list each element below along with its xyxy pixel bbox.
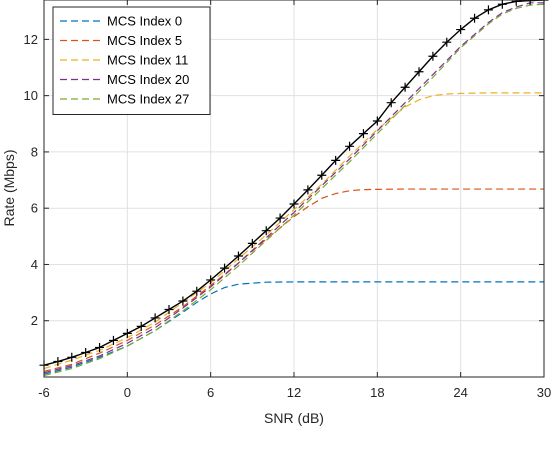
plus-marker [442, 37, 452, 47]
plus-marker [470, 13, 480, 23]
y-tick-label: 6 [31, 201, 38, 216]
plus-marker [67, 352, 77, 362]
legend-label: MCS Index 20 [107, 72, 189, 87]
legend-label: MCS Index 11 [107, 53, 188, 68]
plus-marker [525, 0, 535, 6]
y-tick-label: 10 [24, 88, 38, 103]
x-tick-label: 30 [537, 385, 551, 400]
y-tick-label: 4 [31, 257, 38, 272]
plus-marker [428, 51, 438, 61]
plus-marker [456, 25, 466, 35]
plus-marker [358, 129, 368, 139]
y-axis-label: Rate (Mbps) [1, 149, 17, 226]
plus-marker [108, 335, 118, 345]
axis-ticks [43, 0, 545, 377]
x-tick-label: 24 [453, 385, 467, 400]
plus-marker [206, 275, 216, 285]
legend-box [52, 6, 211, 115]
y-tick-label: 12 [24, 32, 38, 47]
plus-marker [289, 199, 299, 209]
plus-marker [150, 313, 160, 323]
x-tick-label: 18 [370, 385, 384, 400]
plus-marker [192, 286, 202, 296]
x-tick-label: 12 [287, 385, 301, 400]
plus-marker [483, 5, 493, 15]
plus-marker [345, 141, 355, 151]
x-tick-label: 0 [124, 385, 131, 400]
series-line-4 [43, 3, 545, 377]
plus-marker [136, 321, 146, 331]
plus-marker [317, 170, 327, 180]
plus-marker [261, 226, 271, 236]
plus-marker [233, 251, 243, 261]
plus-marker [122, 328, 132, 338]
series-line-1 [43, 188, 544, 372]
plus-marker [220, 263, 230, 273]
plus-marker [247, 238, 257, 248]
legend-label: MCS Index 27 [107, 92, 189, 107]
plus-marker [275, 213, 285, 223]
plus-marker [81, 348, 91, 358]
plus-marker [178, 296, 188, 306]
plus-marker [303, 185, 313, 195]
plus-marker [511, 0, 521, 6]
legend-label: MCS Index 5 [107, 33, 182, 48]
plus-marker [95, 342, 105, 352]
plus-marker [164, 304, 174, 314]
series-line-3 [43, 2, 544, 374]
legend-label: MCS Index 0 [107, 14, 182, 29]
y-tick-label: 8 [31, 144, 38, 159]
legend: MCS Index 0 MCS Index 5 MCS Index 11 MCS In… [52, 6, 211, 115]
series-line-0 [43, 281, 544, 375]
y-tick-labels: 2 4 6 8 10 12 [24, 32, 38, 328]
x-tick-label: 6 [207, 385, 214, 400]
plus-marker [414, 67, 424, 77]
x-tick-label: -6 [38, 385, 50, 400]
marker-group [39, 0, 549, 370]
y-tick-label: 2 [31, 313, 38, 328]
series-line-2 [43, 92, 544, 370]
plus-marker [386, 98, 396, 108]
plus-marker [497, 0, 507, 9]
plus-marker [53, 357, 63, 367]
plus-marker [400, 82, 410, 92]
plus-marker [372, 116, 382, 126]
plus-marker [331, 155, 341, 165]
x-axis-label: SNR (dB) [264, 410, 324, 426]
x-tick-labels: -6 0 6 12 18 24 30 [38, 385, 551, 400]
